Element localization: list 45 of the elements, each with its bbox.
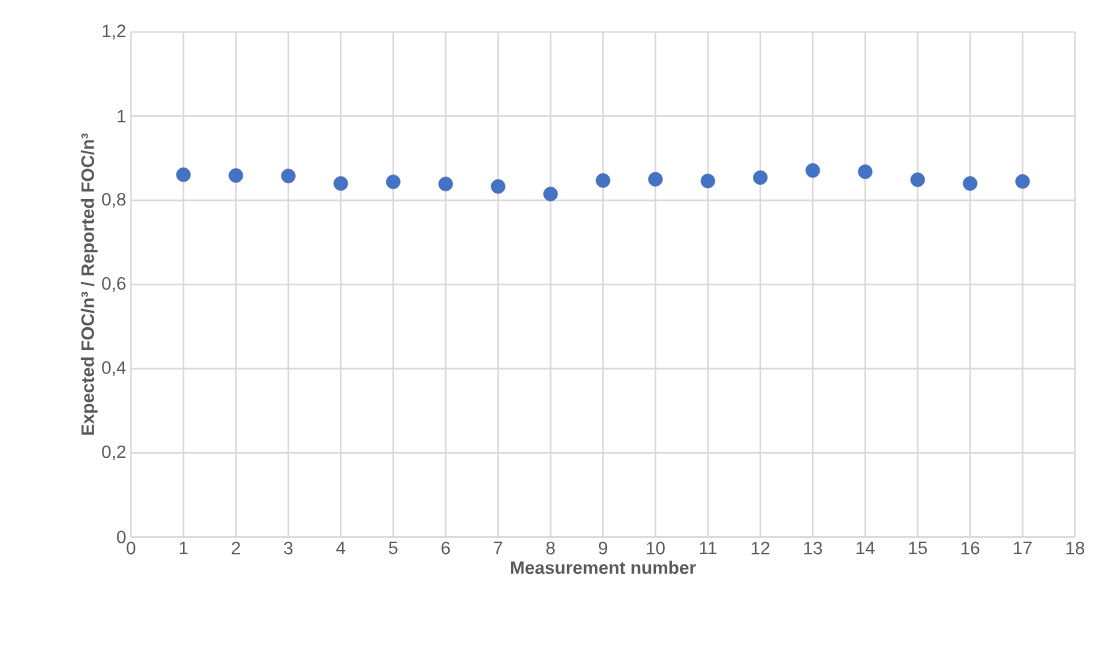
x-tick-label: 15 (909, 541, 927, 555)
point (333, 176, 348, 191)
point (438, 176, 453, 192)
x-tick-label: 0 (126, 541, 136, 555)
point (228, 168, 244, 183)
x-tick-label: 7 (494, 541, 503, 555)
x-tick-label: 18 (1066, 541, 1085, 555)
x-tick-label: 5 (388, 541, 398, 555)
point (962, 176, 978, 191)
point (700, 173, 716, 189)
y-axis-title: Expected FOC/n³ / Reported FOC/n³ (80, 133, 98, 435)
point (858, 164, 873, 179)
point (753, 170, 768, 185)
y-tick-label: 0,6 (102, 277, 126, 292)
point (543, 186, 558, 202)
y-tick-label: 1 (117, 110, 126, 123)
point (176, 167, 191, 182)
x-tick-label: 3 (284, 541, 293, 555)
x-tick-label: 2 (231, 541, 240, 555)
x-tick-label: 4 (336, 541, 346, 555)
point (910, 172, 925, 187)
x-tick-label: 13 (804, 541, 822, 555)
point (648, 172, 663, 187)
y-tick-label: 1,2 (102, 24, 126, 40)
x-tick-label: 8 (546, 541, 555, 555)
x-tick-label: 9 (598, 541, 608, 555)
y-tick-label: 0,8 (102, 192, 126, 208)
point (1015, 174, 1030, 189)
x-tick-label: 17 (1013, 541, 1032, 555)
y-tick-label: 0 (117, 530, 126, 544)
point (386, 174, 401, 190)
x-axis-title: Measurement number (511, 560, 696, 574)
point (595, 173, 611, 188)
point (490, 179, 506, 194)
x-tick-label: 11 (699, 541, 717, 555)
y-tick-label: 0,2 (102, 445, 126, 461)
x-tick-label: 10 (646, 541, 665, 555)
point (281, 168, 296, 184)
y-tick-label: 0,4 (102, 361, 126, 377)
x-tick-label: 14 (856, 541, 875, 555)
x-tick-label: 1 (179, 541, 188, 555)
point (805, 163, 820, 178)
x-tick-label: 6 (441, 541, 450, 555)
x-tick-label: 16 (961, 541, 980, 555)
x-tick-label: 12 (751, 541, 770, 555)
